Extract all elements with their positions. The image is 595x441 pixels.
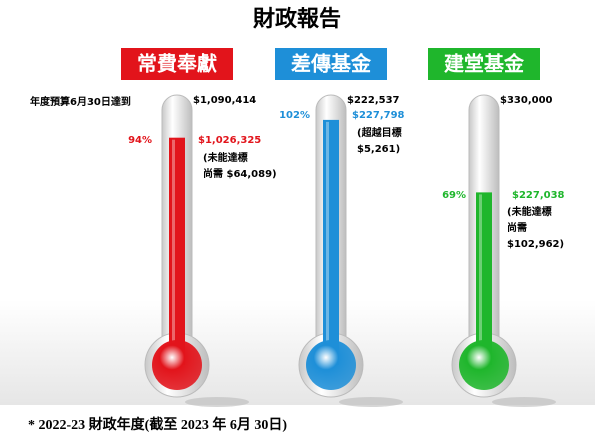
shadow <box>339 397 403 407</box>
level-highlight <box>172 140 175 343</box>
level-bar <box>476 192 492 365</box>
fund-label: 建堂基金 <box>444 52 525 76</box>
target-label: $222,537 <box>347 95 400 106</box>
note: $5,261) <box>357 144 400 155</box>
footnote: * 2022-23 財政年度(截至 2023 年 6月 30日) <box>28 416 287 433</box>
level-bar <box>323 120 339 365</box>
fund-label: 差傳基金 <box>291 52 372 76</box>
bulb <box>306 340 356 390</box>
level-highlight <box>479 194 482 343</box>
percent-label: 69% <box>442 190 466 201</box>
note: (超越目標 <box>357 126 402 139</box>
target-label: $330,000 <box>500 95 553 106</box>
level-bar <box>169 138 185 365</box>
target-label: $1,090,414 <box>193 95 256 106</box>
percent-label: 94% <box>128 135 152 146</box>
value-label: $227,038 <box>512 190 565 201</box>
annotation: 年度預算6月30日達到 <box>30 95 131 108</box>
bulb <box>152 340 202 390</box>
note: $102,962) <box>507 239 564 250</box>
note: (未能達標 <box>507 205 552 218</box>
bulb <box>459 340 509 390</box>
value-label: $1,026,325 <box>198 135 261 146</box>
percent-label: 102% <box>279 110 310 121</box>
shadow <box>492 397 556 407</box>
fund-label: 常費奉獻 <box>137 52 217 76</box>
level-highlight <box>326 122 329 343</box>
note: 尚需 $64,089) <box>203 167 277 180</box>
shadow <box>185 397 249 407</box>
chart-title: 財政報告 <box>253 6 341 32</box>
note: (未能達標 <box>203 151 248 164</box>
chart: 財政報告 年度預算6月30日達到 * 2022-23 財政年度(截至 2023 … <box>0 0 595 437</box>
note: 尚需 <box>507 221 527 234</box>
value-label: $227,798 <box>352 110 405 121</box>
